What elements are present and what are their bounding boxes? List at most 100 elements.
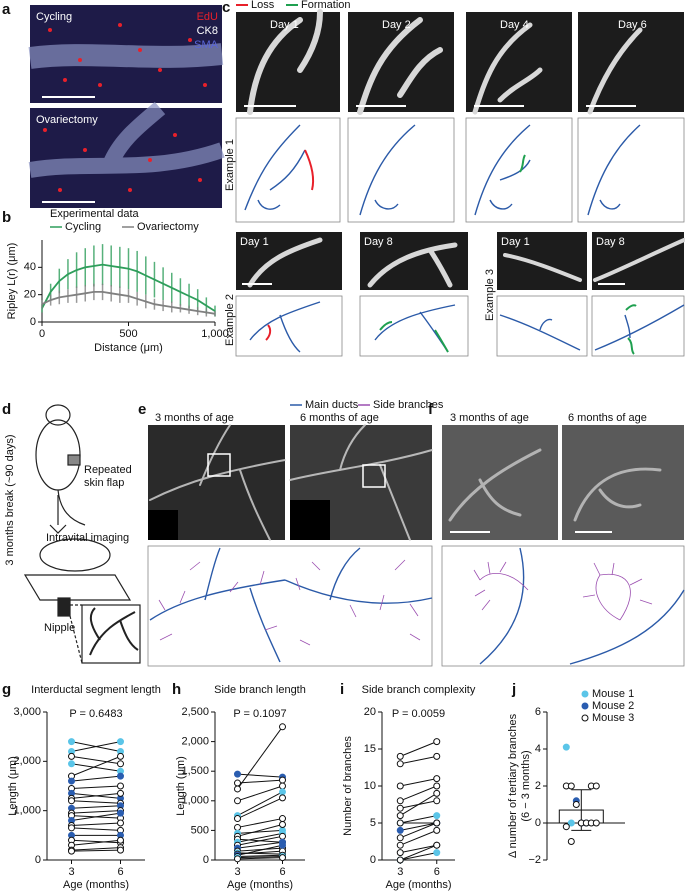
- point: [572, 801, 580, 808]
- pair-line: [400, 815, 437, 824]
- pair-line: [71, 741, 121, 752]
- y-tick-label: 0: [30, 316, 36, 328]
- point: [433, 849, 441, 857]
- pair-line: [237, 797, 283, 820]
- pair-line: [71, 755, 121, 765]
- point: [117, 836, 124, 844]
- point: [279, 788, 286, 796]
- point: [234, 823, 241, 831]
- series-line: [41, 291, 216, 315]
- pair-line: [71, 785, 121, 789]
- schematic: [23, 404, 141, 664]
- point: [433, 841, 441, 849]
- point: [279, 841, 286, 849]
- pair-line: [237, 847, 283, 852]
- pair-line: [71, 827, 121, 831]
- point: [68, 752, 75, 760]
- x-axis-label: Age (months): [227, 879, 293, 891]
- pair-line: [71, 775, 121, 782]
- point: [279, 854, 286, 862]
- pair-line: [71, 849, 121, 852]
- point: [279, 782, 286, 790]
- condition-label: Cycling: [36, 11, 72, 23]
- panel-label: b: [2, 209, 11, 226]
- pair-line: [237, 844, 283, 856]
- annotation: P = 0.0059: [392, 708, 445, 720]
- point: [234, 770, 241, 778]
- point: [117, 846, 124, 854]
- y-tick-label: 1,500: [181, 765, 209, 777]
- x-axis-label: Distance (μm): [94, 342, 163, 354]
- day-label: Day 1: [270, 19, 299, 31]
- point: [234, 785, 241, 793]
- x-axis-label: Age (months): [63, 879, 129, 891]
- x-tick-label: 6: [434, 866, 440, 878]
- point: [396, 782, 404, 790]
- pair-line: [71, 763, 121, 772]
- trace: [235, 295, 685, 357]
- trace: [235, 117, 685, 223]
- x-tick-label: 3: [397, 866, 403, 878]
- break-label: 3 months break (~90 days): [4, 434, 16, 565]
- y-tick-label: 2,000: [181, 736, 209, 748]
- point: [117, 809, 124, 817]
- panel-label: i: [340, 681, 344, 698]
- day-label: Day 1: [240, 236, 269, 248]
- x-axis-label: Age (months): [385, 879, 451, 891]
- pair-line: [400, 755, 437, 765]
- pair-line: [237, 726, 283, 790]
- legend-marker: [581, 690, 589, 698]
- pair-line: [400, 822, 437, 831]
- point: [68, 760, 75, 768]
- example-label: Example 2: [224, 294, 236, 346]
- panel-label: f: [428, 401, 434, 418]
- pair-line: [71, 792, 121, 799]
- x-tick-label: 3: [68, 866, 74, 878]
- pair-line: [237, 829, 283, 834]
- y-tick-label: 6: [535, 706, 541, 718]
- pair-line: [237, 835, 283, 846]
- micrograph: [28, 5, 225, 208]
- point: [396, 819, 404, 827]
- pair-line: [237, 832, 283, 843]
- legend-label: Loss: [251, 0, 275, 11]
- point: [234, 815, 241, 823]
- pair-line: [71, 810, 121, 814]
- age-label: 3 months of age: [155, 412, 234, 424]
- point: [234, 855, 241, 863]
- age-label: 6 months of age: [300, 412, 379, 424]
- x-tick-label: 0: [39, 328, 45, 340]
- panel-label: g: [2, 681, 11, 698]
- pair-line: [237, 779, 283, 784]
- pair-line: [71, 839, 121, 844]
- y-tick-label: 3,000: [13, 706, 41, 718]
- legend-marker: [581, 714, 589, 722]
- point: [279, 815, 286, 823]
- pair-line: [400, 829, 437, 846]
- y-tick-label: 0: [203, 854, 209, 866]
- y-tick-label: 4: [535, 743, 541, 755]
- chart-title: Experimental data: [50, 208, 140, 220]
- point: [433, 826, 441, 834]
- micrograph: [148, 424, 433, 541]
- micrograph: [236, 9, 684, 115]
- chart-title: Interductal segment length: [31, 684, 161, 696]
- point: [567, 838, 575, 845]
- y-tick-label: 5: [370, 817, 376, 829]
- point: [279, 776, 286, 784]
- point: [567, 819, 575, 827]
- point: [396, 760, 404, 768]
- point: [68, 797, 75, 805]
- y-tick-label: 15: [364, 743, 376, 755]
- pair-line: [71, 800, 121, 804]
- pair-line: [71, 812, 121, 822]
- point: [396, 752, 404, 760]
- day-label: Day 6: [618, 19, 647, 31]
- point: [592, 782, 600, 790]
- y-tick-label: 2,500: [181, 706, 209, 718]
- legend-marker: [581, 702, 589, 710]
- day-label: Day 8: [596, 236, 625, 248]
- point: [117, 738, 124, 746]
- y-axis-label: Number of branches: [342, 736, 354, 836]
